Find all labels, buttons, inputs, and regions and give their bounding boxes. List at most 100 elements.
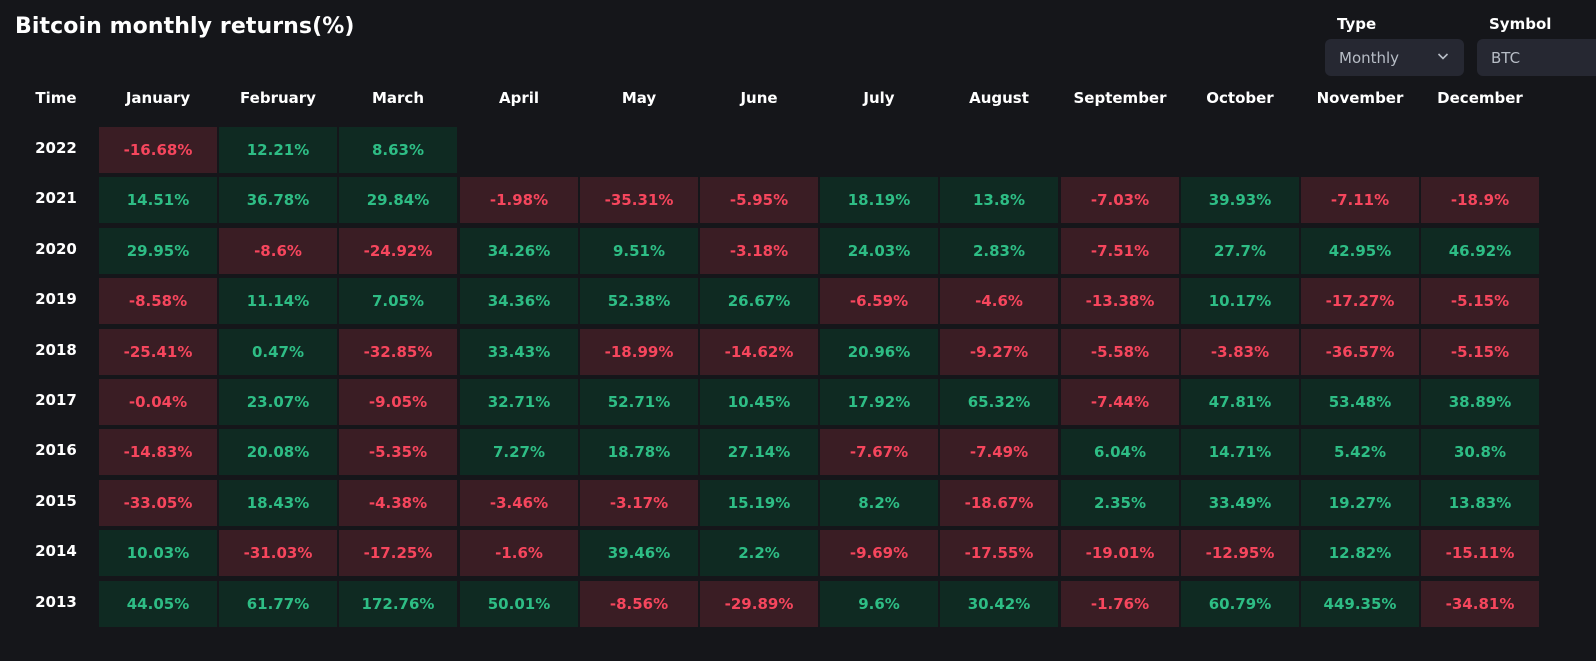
return-cell-2020-march: -24.92% [339, 228, 457, 274]
return-cell-2019-march: 7.05% [339, 278, 457, 324]
return-cell-2018-april: 33.43% [460, 329, 578, 375]
return-cell-2021-september: -7.03% [1061, 177, 1179, 223]
month-header-april: April [498, 89, 540, 107]
return-cell-2017-july: 17.92% [820, 379, 938, 425]
return-cell-2019-july: -6.59% [820, 278, 938, 324]
month-header-august: August [969, 89, 1029, 107]
return-cell-2021-april: -1.98% [460, 177, 578, 223]
year-label-2021: 2021 [35, 189, 77, 207]
type-filter-label: Type [1337, 15, 1377, 33]
symbol-filter-label: Symbol [1489, 15, 1552, 33]
month-header-october: October [1206, 89, 1274, 107]
return-cell-2016-october: 14.71% [1181, 429, 1299, 475]
return-cell-2017-february: 23.07% [219, 379, 337, 425]
return-cell-2020-january: 29.95% [99, 228, 217, 274]
return-cell-2021-may: -35.31% [580, 177, 698, 223]
year-label-2022: 2022 [35, 139, 77, 157]
symbol-select[interactable]: BTC [1477, 39, 1596, 76]
return-cell-2017-january: -0.04% [99, 379, 217, 425]
return-cell-2017-april: 32.71% [460, 379, 578, 425]
return-cell-2013-september: -1.76% [1061, 581, 1179, 627]
return-cell-2019-october: 10.17% [1181, 278, 1299, 324]
return-cell-2015-december: 13.83% [1421, 480, 1539, 526]
return-cell-2020-december: 46.92% [1421, 228, 1539, 274]
return-cell-2013-november: 449.35% [1301, 581, 1419, 627]
return-cell-2013-march: 172.76% [339, 581, 457, 627]
return-cell-2013-april: 50.01% [460, 581, 578, 627]
return-cell-2017-august: 65.32% [940, 379, 1058, 425]
return-cell-2017-june: 10.45% [700, 379, 818, 425]
year-label-2016: 2016 [35, 441, 77, 459]
return-cell-2017-may: 52.71% [580, 379, 698, 425]
return-cell-2018-october: -3.83% [1181, 329, 1299, 375]
return-cell-2019-november: -17.27% [1301, 278, 1419, 324]
return-cell-2019-february: 11.14% [219, 278, 337, 324]
return-cell-2014-march: -17.25% [339, 530, 457, 576]
type-select-value: Monthly [1339, 48, 1400, 67]
return-cell-2013-june: -29.89% [700, 581, 818, 627]
return-cell-2014-august: -17.55% [940, 530, 1058, 576]
return-cell-2013-february: 61.77% [219, 581, 337, 627]
return-cell-2016-february: 20.08% [219, 429, 337, 475]
return-cell-2014-july: -9.69% [820, 530, 938, 576]
return-cell-2014-december: -15.11% [1421, 530, 1539, 576]
return-cell-2017-november: 53.48% [1301, 379, 1419, 425]
return-cell-2021-march: 29.84% [339, 177, 457, 223]
return-cell-2021-november: -7.11% [1301, 177, 1419, 223]
year-label-2019: 2019 [35, 290, 77, 308]
return-cell-2018-february: 0.47% [219, 329, 337, 375]
month-header-december: December [1437, 89, 1523, 107]
return-cell-2015-october: 33.49% [1181, 480, 1299, 526]
return-cell-2013-july: 9.6% [820, 581, 938, 627]
year-label-2018: 2018 [35, 341, 77, 359]
return-cell-2016-september: 6.04% [1061, 429, 1179, 475]
time-column-header: Time [35, 89, 77, 107]
return-cell-2016-december: 30.8% [1421, 429, 1539, 475]
return-cell-2015-may: -3.17% [580, 480, 698, 526]
return-cell-2016-july: -7.67% [820, 429, 938, 475]
return-cell-2020-november: 42.95% [1301, 228, 1419, 274]
return-cell-2019-may: 52.38% [580, 278, 698, 324]
return-cell-2014-february: -31.03% [219, 530, 337, 576]
return-cell-2015-june: 15.19% [700, 480, 818, 526]
return-cell-2020-july: 24.03% [820, 228, 938, 274]
return-cell-2018-june: -14.62% [700, 329, 818, 375]
return-cell-2017-september: -7.44% [1061, 379, 1179, 425]
month-header-september: September [1073, 89, 1167, 107]
return-cell-2018-december: -5.15% [1421, 329, 1539, 375]
return-cell-2018-may: -18.99% [580, 329, 698, 375]
month-header-june: June [740, 89, 778, 107]
return-cell-2021-august: 13.8% [940, 177, 1058, 223]
return-cell-2022-january: -16.68% [99, 127, 217, 173]
return-cell-2018-january: -25.41% [99, 329, 217, 375]
return-cell-2020-april: 34.26% [460, 228, 578, 274]
month-header-july: July [863, 89, 895, 107]
symbol-select-value: BTC [1491, 48, 1521, 67]
type-select[interactable]: Monthly [1325, 39, 1464, 76]
return-cell-2018-march: -32.85% [339, 329, 457, 375]
return-cell-2014-november: 12.82% [1301, 530, 1419, 576]
return-cell-2016-january: -14.83% [99, 429, 217, 475]
return-cell-2016-may: 18.78% [580, 429, 698, 475]
chevron-down-icon [1437, 53, 1449, 60]
return-cell-2021-december: -18.9% [1421, 177, 1539, 223]
return-cell-2015-april: -3.46% [460, 480, 578, 526]
return-cell-2020-august: 2.83% [940, 228, 1058, 274]
year-label-2014: 2014 [35, 542, 77, 560]
return-cell-2016-april: 7.27% [460, 429, 578, 475]
return-cell-2013-august: 30.42% [940, 581, 1058, 627]
return-cell-2017-october: 47.81% [1181, 379, 1299, 425]
year-label-2013: 2013 [35, 593, 77, 611]
return-cell-2018-september: -5.58% [1061, 329, 1179, 375]
return-cell-2015-september: 2.35% [1061, 480, 1179, 526]
return-cell-2021-february: 36.78% [219, 177, 337, 223]
return-cell-2013-january: 44.05% [99, 581, 217, 627]
return-cell-2015-march: -4.38% [339, 480, 457, 526]
return-cell-2013-may: -8.56% [580, 581, 698, 627]
return-cell-2016-august: -7.49% [940, 429, 1058, 475]
return-cell-2015-january: -33.05% [99, 480, 217, 526]
return-cell-2021-july: 18.19% [820, 177, 938, 223]
return-cell-2018-august: -9.27% [940, 329, 1058, 375]
return-cell-2015-july: 8.2% [820, 480, 938, 526]
